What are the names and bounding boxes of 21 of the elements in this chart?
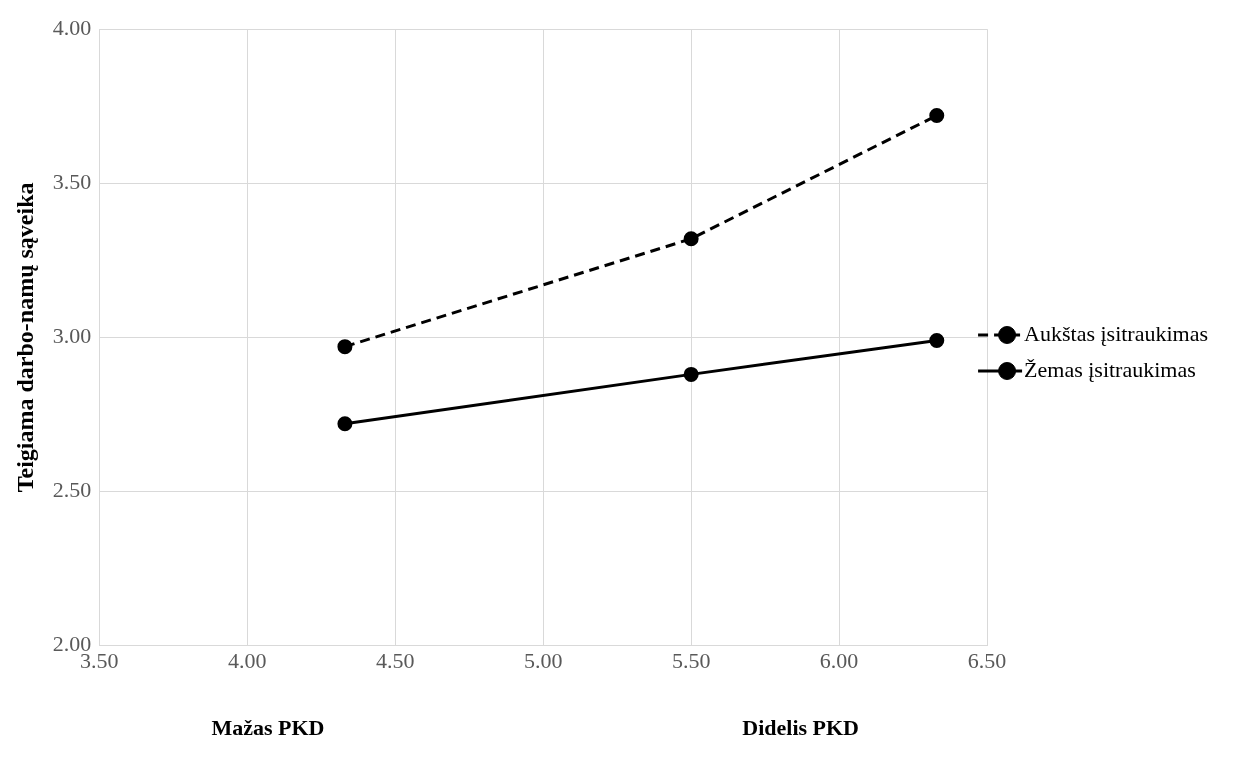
point [683, 231, 699, 247]
x-tick-label: 4.50 [375, 647, 415, 673]
y-axis-title: Teigiama darbo-namų sąveika [11, 182, 38, 493]
x-tick-label: 4.00 [228, 647, 267, 673]
x-tick-label: 5.00 [523, 647, 563, 673]
y-tick-label: 3.00 [52, 323, 92, 349]
point [929, 108, 945, 123]
y-tick-label: 3.50 [52, 169, 92, 195]
text: Mažas PKD [211, 714, 325, 740]
point [337, 416, 353, 432]
legend-label: Aukštas įsitraukimas [1024, 320, 1209, 346]
point [929, 332, 945, 348]
legend-label: Žemas įsitraukimas [1024, 356, 1196, 382]
text: Didelis PKD [742, 714, 860, 740]
y-tick-label: 2.50 [52, 477, 92, 503]
y-tick-label: 4.00 [52, 14, 92, 40]
x-tick-label: 6.50 [967, 647, 1007, 673]
x-tick-label: 5.50 [671, 647, 711, 673]
point [683, 366, 699, 382]
x-tick-label: 6.00 [819, 647, 859, 673]
point [337, 339, 353, 355]
